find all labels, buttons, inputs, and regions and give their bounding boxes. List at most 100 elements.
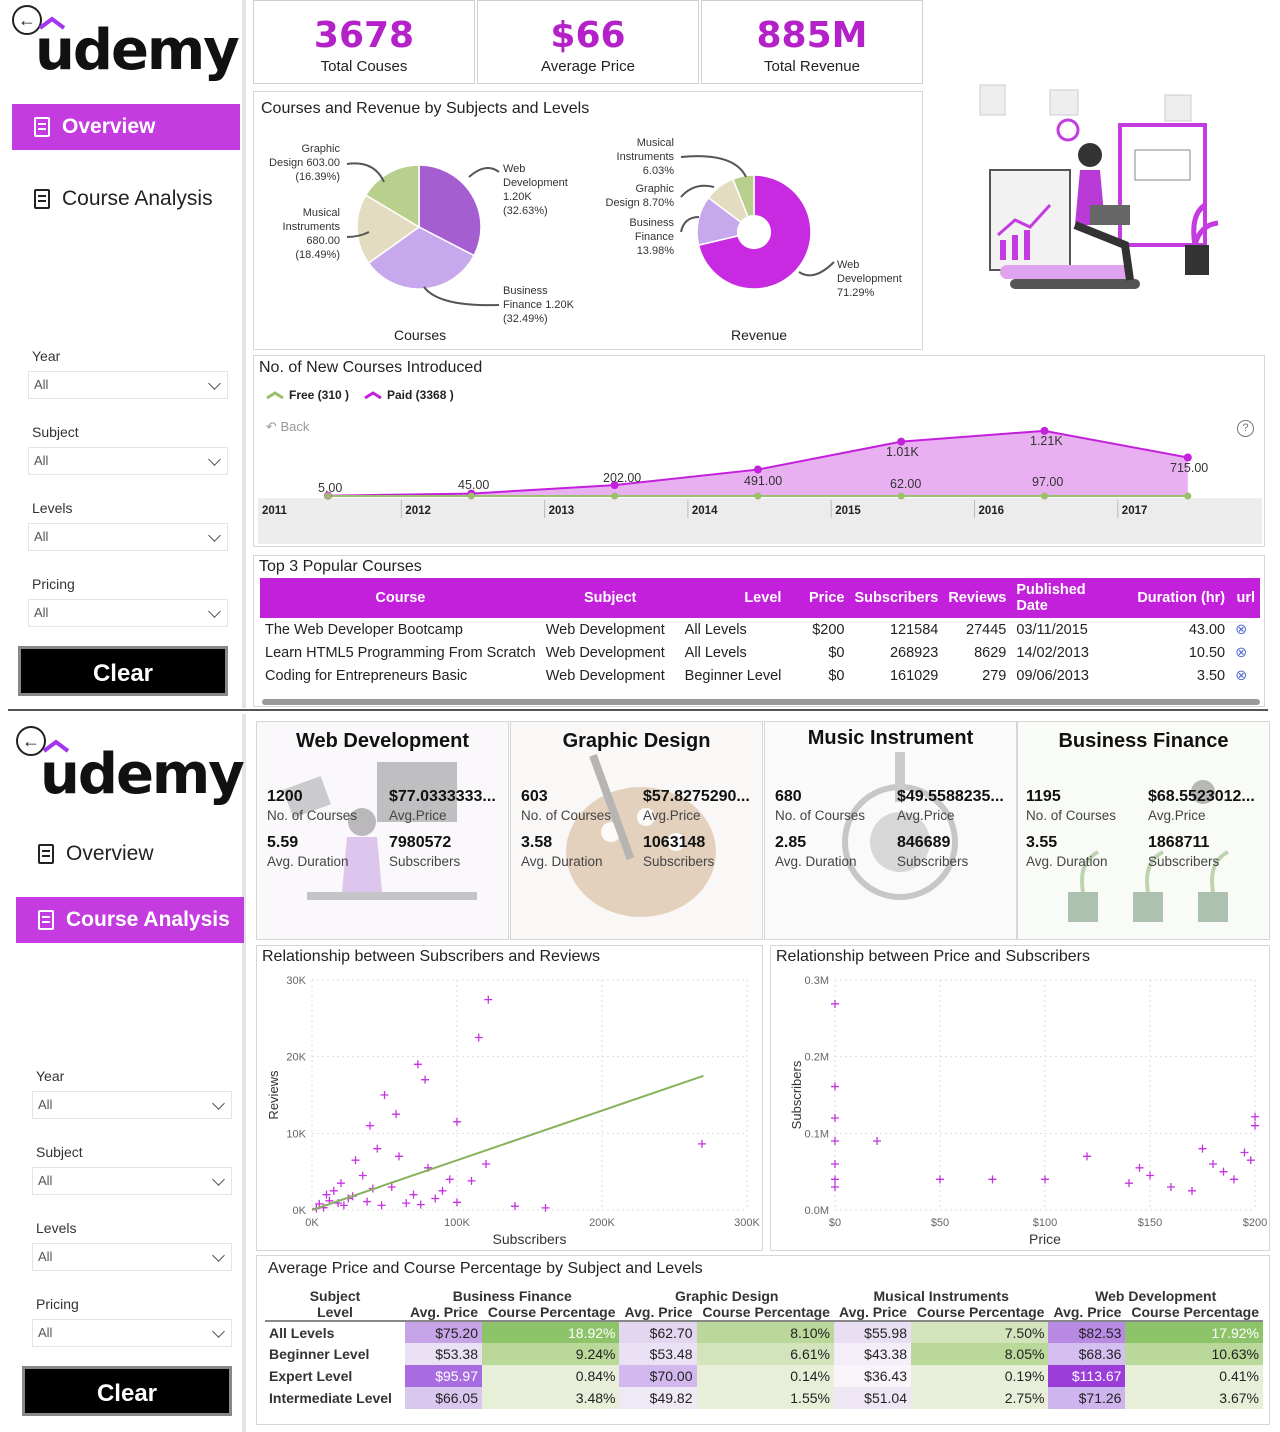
filter-year-dropdown[interactable]: All bbox=[32, 1091, 232, 1119]
filter-subject-dropdown[interactable]: All bbox=[32, 1167, 232, 1195]
subject-card-graphic-design[interactable]: Graphic Design 603 No. of Courses $57.82… bbox=[510, 721, 763, 940]
matrix-subject-web[interactable]: Web Development bbox=[1095, 1288, 1217, 1304]
card-subs-value: 846689 bbox=[897, 834, 951, 851]
callout-line: Business bbox=[629, 217, 674, 229]
col-url[interactable]: url bbox=[1230, 578, 1260, 618]
col-course[interactable]: Course bbox=[260, 578, 541, 618]
col-level[interactable]: Level bbox=[679, 578, 787, 618]
scatter-point bbox=[1230, 1175, 1238, 1184]
link-icon[interactable]: ⊗ bbox=[1235, 667, 1248, 684]
x-tick-label: 0K bbox=[305, 1217, 319, 1229]
card-duration-caption: Avg. Duration bbox=[1026, 854, 1108, 869]
scatter-point bbox=[1251, 1121, 1259, 1130]
callout-revenue-graphic: Graphic Design 8.70% bbox=[589, 182, 675, 210]
card-subs-value: 7980572 bbox=[389, 834, 452, 851]
filter-levels-dropdown[interactable]: All bbox=[28, 523, 228, 551]
document-icon bbox=[34, 189, 50, 209]
matrix-subject-musical[interactable]: Musical Instruments bbox=[873, 1288, 1009, 1304]
free-point bbox=[611, 492, 619, 500]
nav-overview-label: Overview bbox=[66, 842, 154, 865]
matrix-avg-price-cell: $43.38 bbox=[833, 1343, 911, 1365]
table-row[interactable]: The Web Developer Bootcamp Web Developmen… bbox=[260, 618, 1260, 641]
matrix-col-course-pct[interactable]: Course Percentage bbox=[487, 1304, 616, 1320]
help-icon[interactable]: ? bbox=[1237, 420, 1254, 437]
scatter-point bbox=[363, 1197, 372, 1206]
new-courses-area-chart[interactable]: 5.00 45.00 202.00 491.00 1.01K 1.21K 715.00 62.… bbox=[258, 426, 1262, 544]
card-price-value: $77.0333333... bbox=[389, 788, 496, 805]
courses-pie-chart[interactable] bbox=[354, 162, 484, 292]
col-reviews[interactable]: Reviews bbox=[943, 578, 1012, 618]
link-icon[interactable]: ⊗ bbox=[1235, 644, 1248, 661]
scatter-point bbox=[1198, 1144, 1207, 1153]
nav-overview[interactable]: Overview bbox=[16, 831, 244, 877]
scatter-point bbox=[1135, 1163, 1144, 1172]
horizontal-scrollbar[interactable] bbox=[262, 699, 1260, 705]
matrix-pct-cell: 17.92% bbox=[1125, 1321, 1263, 1343]
y-axis-label: Subscribers bbox=[789, 1060, 804, 1129]
matrix-col-avg-price[interactable]: Avg. Price bbox=[624, 1304, 693, 1320]
matrix-row[interactable]: Beginner Level $53.38 9.24% $53.48 6.61% $43.… bbox=[265, 1343, 1263, 1365]
back-label: Back bbox=[280, 419, 310, 434]
back-icon[interactable]: ← bbox=[16, 726, 46, 756]
link-icon[interactable]: ⊗ bbox=[1235, 621, 1248, 638]
x-tick-label: 200K bbox=[589, 1217, 615, 1229]
matrix-col-course-pct[interactable]: Course Percentage bbox=[1131, 1304, 1259, 1320]
filter-pricing-dropdown[interactable]: All bbox=[32, 1319, 232, 1347]
matrix-row[interactable]: Expert Level $95.97 0.84% $70.00 0.14% $36.43… bbox=[265, 1365, 1263, 1387]
legend-paid[interactable]: Paid (3368 ) bbox=[364, 388, 454, 402]
y-axis-label: Reviews bbox=[266, 1070, 281, 1120]
col-subscribers[interactable]: Subscribers bbox=[849, 578, 944, 618]
matrix-row[interactable]: Intermediate Level $66.05 3.48% $49.82 1.55%… bbox=[265, 1387, 1263, 1409]
x-tick-label: 300K bbox=[734, 1217, 760, 1229]
new-courses-panel: No. of New Courses Introduced Free (310 … bbox=[253, 355, 1265, 547]
matrix-col-avg-price[interactable]: Avg. Price bbox=[1053, 1304, 1122, 1320]
col-duration[interactable]: Duration (hr) bbox=[1125, 578, 1231, 618]
matrix-col-course-pct[interactable]: Course Percentage bbox=[916, 1304, 1045, 1320]
matrix-avg-price-cell: $95.97 bbox=[405, 1365, 483, 1387]
clipboard-icon bbox=[34, 117, 50, 137]
revenue-donut-chart[interactable] bbox=[694, 172, 814, 292]
table-row[interactable]: Coding for Entrepreneurs Basic Web Develo… bbox=[260, 664, 1260, 687]
cell-reviews: 8629 bbox=[974, 644, 1007, 661]
price-subs-scatter[interactable]: 0.0M 0.1M 0.2M 0.3M $0 $50 $100 $150 $200 Price Su… bbox=[771, 966, 1269, 1250]
subs-reviews-scatter[interactable]: 0K 10K 20K 30K 0K 100K 200K 300K Subscribers Revi… bbox=[257, 966, 762, 1250]
cell-subject: Web Development bbox=[545, 667, 665, 684]
nav-course-analysis[interactable]: Course Analysis bbox=[12, 176, 240, 222]
matrix-level-header: Level bbox=[317, 1304, 353, 1320]
scatter-subs-reviews-panel: Relationship between Subscribers and Rev… bbox=[256, 945, 763, 1251]
scatter-point bbox=[831, 1183, 839, 1191]
matrix-subject-header: Subject bbox=[309, 1288, 361, 1304]
subject-card-business-finance[interactable]: Business Finance 1195 No. of Courses $68… bbox=[1017, 721, 1270, 940]
nav-overview[interactable]: Overview bbox=[12, 104, 240, 150]
col-price[interactable]: Price bbox=[786, 578, 850, 618]
col-published-date[interactable]: Published Date bbox=[1011, 578, 1126, 618]
scatter-point bbox=[697, 1139, 706, 1148]
clear-button[interactable]: Clear bbox=[22, 1366, 232, 1416]
table-row[interactable]: Learn HTML5 Programming From Scratch Web … bbox=[260, 641, 1260, 664]
legend-free[interactable]: Free (310 ) bbox=[266, 388, 349, 402]
nav-overview-label: Overview bbox=[62, 115, 156, 138]
filter-year-dropdown[interactable]: All bbox=[28, 371, 228, 399]
matrix-level-cell: Expert Level bbox=[269, 1368, 353, 1384]
matrix-col-course-pct[interactable]: Course Percentage bbox=[702, 1304, 830, 1320]
matrix-level-cell: Beginner Level bbox=[269, 1346, 370, 1362]
filter-subject-dropdown[interactable]: All bbox=[28, 447, 228, 475]
matrix-row[interactable]: All Levels $75.20 18.92% $62.70 8.10% $55.98 7… bbox=[265, 1321, 1263, 1343]
subject-card-web-development[interactable]: Web Development 1200 No. of Courses $77.… bbox=[256, 721, 509, 940]
logo-hat-icon bbox=[42, 739, 70, 753]
matrix-subject-graphic[interactable]: Graphic Design bbox=[674, 1288, 779, 1304]
matrix-col-avg-price[interactable]: Avg. Price bbox=[410, 1304, 479, 1320]
matrix-col-avg-price[interactable]: Avg. Price bbox=[839, 1304, 907, 1320]
scatter-point bbox=[402, 1199, 411, 1208]
col-subject[interactable]: Subject bbox=[540, 578, 680, 618]
clear-button[interactable]: Clear bbox=[18, 646, 228, 696]
area-data-label: 97.00 bbox=[1032, 475, 1063, 489]
nav-course-analysis[interactable]: Course Analysis bbox=[16, 897, 244, 943]
filter-pricing-dropdown[interactable]: All bbox=[28, 599, 228, 627]
back-icon[interactable]: ← bbox=[12, 5, 42, 35]
back-button[interactable]: ↶ Back bbox=[266, 419, 310, 434]
card-courses-caption: No. of Courses bbox=[1026, 808, 1117, 823]
filter-levels-dropdown[interactable]: All bbox=[32, 1243, 232, 1271]
matrix-subject-business[interactable]: Business Finance bbox=[452, 1288, 572, 1304]
subject-card-music-instrument[interactable]: Music Instrument 680 No. of Courses $49.… bbox=[764, 721, 1017, 940]
